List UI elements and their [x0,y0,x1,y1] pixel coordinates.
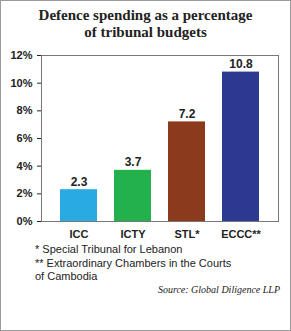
svg-text:0%: 0% [17,215,33,227]
html-text:Source: Global Diligence LLP: Source: Global Diligence LLP [157,284,280,295]
svg-text:2%: 2% [17,187,33,199]
svg-text:10.8: 10.8 [229,57,253,71]
svg-text:ICC: ICC [70,228,89,240]
svg-text:STL*: STL* [174,228,200,240]
html-text:** Extraordinary Chambers in t: ** Extraordinary Chambers in the Courts … [35,257,232,282]
svg-text:2.3: 2.3 [71,175,88,189]
svg-text:8%: 8% [17,104,33,116]
html-text:* Special Tribunal for Lebanon: * Special Tribunal for Lebanon [35,243,183,255]
svg-text:ECCC**: ECCC** [221,228,261,240]
svg-text:4%: 4% [17,160,33,172]
svg-text:12%: 12% [10,49,32,61]
html-text:Defence spending as a percenta: Defence spending as a percentage of trib… [38,7,253,40]
svg-text:ICTY: ICTY [120,228,146,240]
svg-text:6%: 6% [17,132,33,144]
svg-text:7.2: 7.2 [179,107,196,121]
svg-text:3.7: 3.7 [125,155,142,169]
svg-text:10%: 10% [10,77,32,89]
